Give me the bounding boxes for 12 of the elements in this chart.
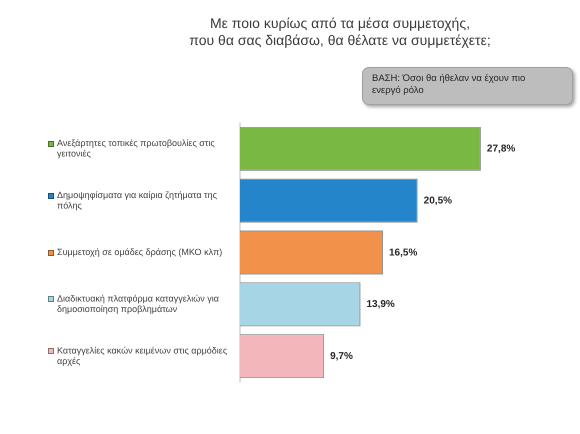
data-label: 16,5% bbox=[389, 247, 418, 258]
data-label: 20,5% bbox=[424, 195, 452, 206]
data-label: 13,9% bbox=[366, 299, 395, 310]
y-tick-label: Διαδικτυακή πλατφόρμα καταγγελιών για δημοσιοποίηση προβλημάτων bbox=[57, 294, 219, 314]
y-tick-label: Καταγγελίες κακών κειμένων στις αρμόδιες αρχές bbox=[57, 345, 228, 366]
data-label: 9,7% bbox=[330, 350, 353, 362]
y-tick-label: Συμμετοχή σε ομάδες δράσης (ΜΚΟ κλπ) bbox=[57, 246, 222, 257]
data-label: 27,8% bbox=[486, 144, 516, 155]
text: ΒΑΣΗ: Όσοι θα ήθελαν να έχουν πιο ενεργό ρόλο bbox=[372, 73, 526, 97]
y-tick-label: Δημοψηφίσματα για καίρια ζητήματα της πόλης bbox=[57, 190, 218, 210]
y-tick-label: Ανεξάρτητες τοπικές πρωτοβουλίες στις γειτονιές bbox=[57, 138, 216, 159]
chart-title: Με ποιο κυρίως από τα μέσα συμμετοχής, που θα σας διαβάσω, θα θέλατε να συμμετέχετε; bbox=[188, 15, 492, 49]
